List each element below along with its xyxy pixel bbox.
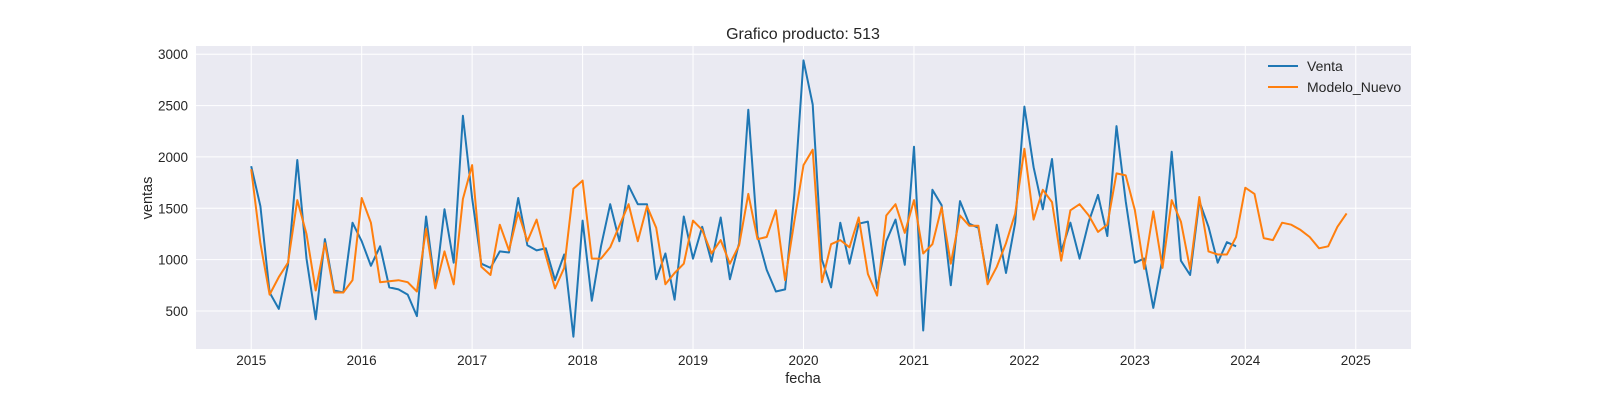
x-tick-label: 2015 xyxy=(236,353,266,368)
series-line-modelo-nuevo xyxy=(250,147,1348,297)
x-tick-label: 2023 xyxy=(1120,353,1150,368)
legend-label-venta: Venta xyxy=(1307,58,1343,74)
y-tick-label: 1500 xyxy=(158,201,188,216)
x-tick-label: 2024 xyxy=(1230,353,1261,368)
x-tick-label: 2020 xyxy=(788,353,818,368)
y-tick-label: 3000 xyxy=(158,47,188,62)
x-tick-label: 2021 xyxy=(899,353,929,368)
y-tick-labels: 500 1000 1500 2000 2500 3000 xyxy=(158,47,188,319)
x-axis-label: fecha xyxy=(785,371,821,387)
legend: Venta Modelo_Nuevo xyxy=(1268,58,1401,95)
x-tick-label: 2022 xyxy=(1009,353,1039,368)
x-tick-label: 2018 xyxy=(568,353,598,368)
y-tick-label: 1000 xyxy=(158,253,188,268)
grid-lines xyxy=(196,46,1411,349)
x-tick-label: 2017 xyxy=(457,353,487,368)
x-tick-label: 2019 xyxy=(678,353,708,368)
series-line-venta xyxy=(250,59,1237,338)
y-tick-label: 500 xyxy=(165,304,188,319)
x-tick-labels: 2015 2016 2017 2018 2019 2020 2021 2022 2023 2024… xyxy=(236,353,1371,368)
y-axis-label: ventas xyxy=(140,177,156,220)
x-tick-label: 2025 xyxy=(1341,353,1371,368)
chart-title: Grafico producto: 513 xyxy=(726,26,880,43)
x-tick-label: 2016 xyxy=(347,353,377,368)
legend-label-modelo-nuevo: Modelo_Nuevo xyxy=(1307,79,1401,95)
y-tick-label: 2500 xyxy=(158,99,188,114)
series-lines xyxy=(250,59,1348,338)
y-tick-label: 2000 xyxy=(158,150,188,165)
